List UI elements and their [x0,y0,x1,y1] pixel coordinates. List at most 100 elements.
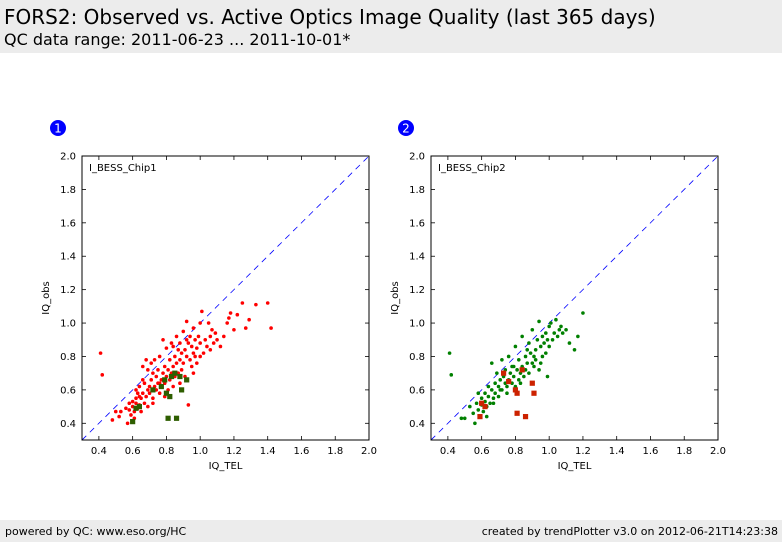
data-point [117,414,121,419]
header-bar: FORS2: Observed vs. Active Optics Image … [0,0,782,53]
data-point [530,361,535,365]
x-tick-label: 1.4 [260,446,276,457]
data-point-square [158,383,164,390]
data-point [144,358,148,362]
data-point [179,351,184,355]
data-point-square [130,419,136,425]
y-axis-label: IQ_obs [390,281,401,315]
y-tick-label: 1.4 [409,252,425,263]
data-point [183,347,187,352]
data-point [154,374,159,379]
data-point-square [519,367,525,373]
data-point [520,334,524,339]
y-tick-label: 1.6 [60,218,76,229]
x-tick-label: 2.0 [361,446,377,457]
data-point [491,401,496,406]
data-point [127,408,132,412]
data-point [511,364,516,369]
data-point [496,394,501,399]
plot-annotation: I_BESS_Chip2 [438,163,506,174]
data-point [173,354,177,359]
x-tick-label: 1.2 [226,446,242,457]
y-tick-label: 1.0 [409,319,425,330]
data-point [547,344,551,349]
data-point [483,391,487,396]
y-tick-label: 1.4 [60,252,76,263]
data-point [528,351,533,355]
data-point-square [512,387,519,393]
data-point [198,341,202,345]
y-tick-label: 1.2 [60,285,76,296]
data-point [189,344,194,349]
data-point [201,351,206,355]
data-point [554,317,558,322]
data-point [533,358,538,362]
data-point [500,358,504,362]
data-point [555,334,560,339]
data-point [511,374,516,379]
data-point [479,396,484,401]
x-tick-label: 0.8 [158,446,174,457]
data-point [166,368,170,372]
data-point [545,337,550,342]
data-point [560,331,565,335]
data-point [544,351,548,355]
data-point [449,373,454,377]
data-point [134,388,138,392]
data-point [265,301,270,305]
data-point [525,347,530,352]
data-point-square [531,390,537,396]
data-point [254,302,258,307]
plot-frame [430,155,719,441]
plot-annotation: I_BESS_Chip1 [89,163,157,174]
data-point [191,326,196,330]
data-point [532,364,536,369]
data-point [200,309,204,314]
data-point [191,371,196,375]
data-point-square [479,400,485,406]
x-tick-label: 1.6 [643,446,659,457]
footer-bar: powered by QC: www.eso.org/HC created by… [0,520,782,542]
data-point [152,358,157,362]
scatter-plot-1: 1 0.4 0.6 0.8 1.0 1.2 1.4 1.6 1.8 2.0 0.4 0.6 0.8 1.0… [41,120,377,472]
scatter-plot-2: 2 0.4 0.6 0.8 1.0 1.2 1.4 1.6 1.8 2.0 0.4 0.6 0.8 1.0… [390,120,726,472]
data-point [476,391,481,396]
data-point [167,358,172,362]
x-tick-label: 0.6 [474,446,490,457]
diagonal-line [82,156,369,440]
data-point [178,341,182,345]
plot-badge-2 [398,120,414,136]
data-point [523,354,528,359]
data-point [161,371,165,375]
data-point [532,354,536,359]
data-point [484,414,489,419]
data-point-square [477,414,483,420]
data-point-square [162,377,168,383]
data-point [135,391,140,396]
data-point [151,371,155,375]
data-point [488,401,492,406]
data-point-square [133,405,139,411]
data-point-square [168,373,175,380]
data-point-square [150,387,156,393]
data-point [489,361,494,365]
data-point [227,316,231,320]
x-axis-label: IQ_TEL [209,461,243,472]
data-point [181,361,186,365]
data-point [203,337,208,342]
data-point [269,326,273,330]
data-point-square [136,403,142,410]
data-point [576,334,580,339]
data-point [149,361,154,365]
data-point [486,384,491,389]
data-point-square [177,373,183,380]
y-tick-label: 1.8 [60,185,76,196]
data-point [240,301,245,305]
data-point [124,406,128,411]
data-point [208,347,213,352]
data-point [193,337,197,342]
data-point [471,411,476,416]
data-point [191,351,196,355]
data-point [537,319,541,324]
